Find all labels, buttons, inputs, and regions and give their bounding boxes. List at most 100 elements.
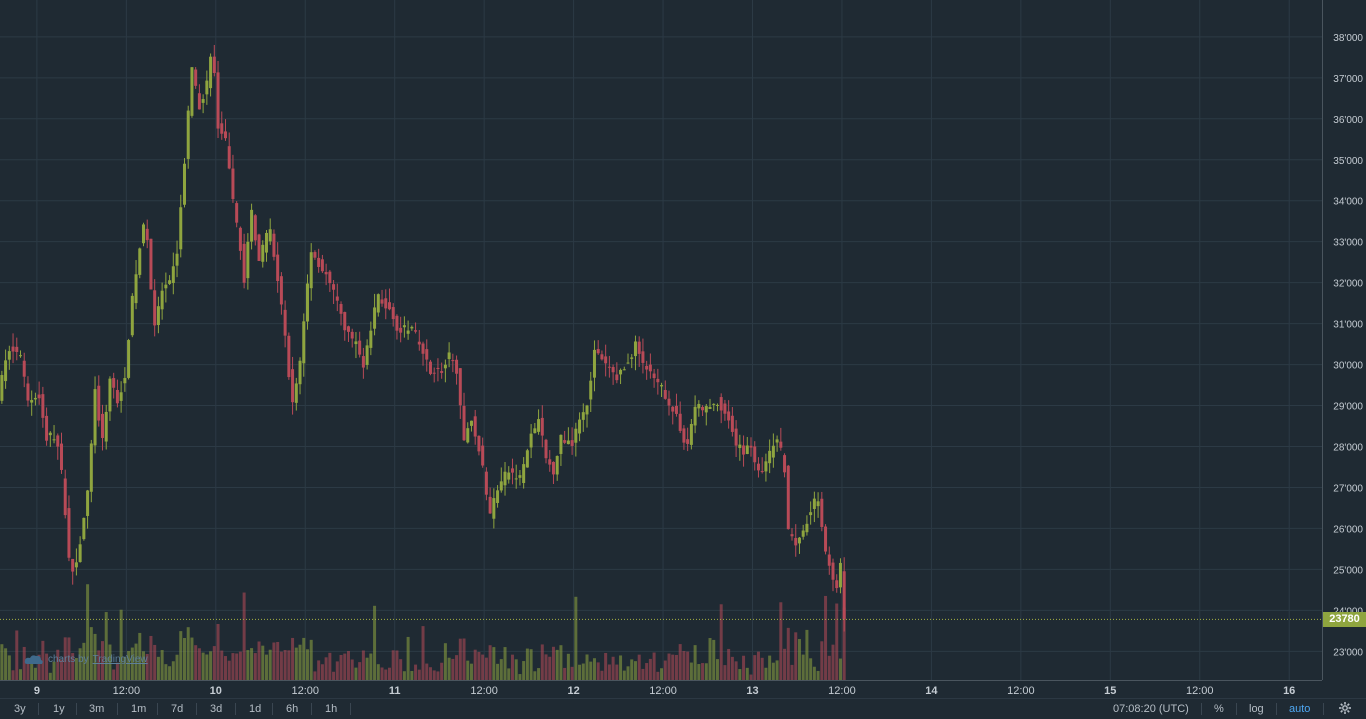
candle-body	[194, 69, 198, 86]
chart-pane[interactable]	[0, 0, 1322, 680]
candle-body	[492, 498, 496, 519]
candle-body	[689, 423, 693, 445]
volume-bar	[41, 640, 45, 680]
candle-body	[648, 364, 652, 372]
range-3y-button[interactable]: 3y	[14, 703, 26, 715]
volume-bar	[809, 658, 813, 680]
candle-body	[305, 283, 309, 322]
volume-bar	[619, 655, 623, 680]
volume-bar	[320, 664, 324, 680]
candle-body	[563, 440, 567, 443]
utc-clock[interactable]: 07:08:20 (UTC)	[1113, 703, 1189, 715]
volume-bar	[190, 637, 194, 680]
candle-body	[182, 163, 186, 205]
candlestick-chart[interactable]	[0, 0, 1322, 680]
candle-body	[786, 465, 790, 530]
price-scale[interactable]: 23'000 24'000 25'000 26'000 27'000 28'000 29'0…	[1322, 0, 1366, 680]
candle-body	[384, 298, 388, 309]
range-1d-button[interactable]: 1d	[249, 703, 262, 715]
gear-icon[interactable]	[1338, 701, 1352, 718]
log-scale-button[interactable]: log	[1249, 703, 1264, 715]
volume-bar	[216, 624, 220, 680]
candle-body	[566, 440, 570, 445]
candle-body	[641, 351, 645, 363]
candle-body	[298, 360, 302, 385]
volume-bar	[261, 645, 265, 680]
volume-bar	[674, 654, 678, 680]
range-3m-button[interactable]: 3m	[89, 703, 105, 715]
volume-bar	[194, 645, 198, 680]
volume-bar	[745, 667, 749, 680]
candle-body	[469, 420, 473, 426]
candle-body	[272, 233, 276, 257]
volume-bar	[346, 651, 350, 680]
range-1y-button[interactable]: 1y	[53, 703, 65, 715]
volume-bar	[130, 647, 134, 680]
volume-bar	[149, 635, 153, 680]
candle-body	[738, 444, 742, 448]
volume-bar	[18, 669, 22, 680]
candle-body	[551, 461, 555, 475]
auto-scale-button[interactable]: auto	[1289, 703, 1311, 715]
candle-body	[458, 368, 462, 406]
candle-body	[71, 558, 75, 572]
range-1m-button[interactable]: 1m	[131, 703, 147, 715]
candle-body	[559, 434, 563, 454]
volume-bar	[514, 659, 518, 680]
volume-bar	[48, 672, 52, 680]
volume-bar	[56, 649, 60, 680]
candle-body	[764, 461, 768, 472]
candle-body	[432, 372, 436, 374]
range-1h-button[interactable]: 1h	[325, 703, 338, 715]
volume-bar	[462, 638, 466, 680]
volume-bar	[414, 664, 418, 680]
range-3d-button[interactable]: 3d	[210, 703, 223, 715]
candle-body	[328, 271, 332, 284]
candle-body	[477, 435, 481, 452]
candle-body	[291, 369, 295, 403]
candle-body	[346, 326, 350, 332]
candle-body	[570, 440, 574, 446]
candle-body	[589, 380, 593, 400]
candle-body	[745, 445, 749, 455]
candle-body	[544, 439, 548, 459]
candle-body	[537, 419, 541, 432]
price-tick-label: 36'000	[1333, 115, 1363, 126]
tradingview-link[interactable]: TradingView	[92, 653, 148, 665]
candle-body	[108, 378, 112, 412]
volume-bar	[510, 654, 514, 680]
separator	[1323, 703, 1324, 715]
range-6h-button[interactable]: 6h	[286, 703, 299, 715]
volume-bar	[693, 645, 697, 680]
volume-bar	[701, 663, 705, 680]
candle-body	[660, 385, 664, 387]
range-7d-button[interactable]: 7d	[171, 703, 184, 715]
volume-bar	[630, 659, 634, 680]
volume-bar	[678, 644, 682, 680]
candle-body	[141, 224, 145, 244]
candle-body	[238, 227, 242, 251]
percent-scale-button[interactable]: %	[1214, 703, 1224, 715]
candle-body	[443, 364, 447, 369]
candle-body	[712, 403, 716, 405]
volume-bar	[4, 648, 8, 680]
time-scale[interactable]: 9 12:00 10 12:00 11 12:00 12 12:00 13 12:00 14 12:0…	[0, 680, 1322, 698]
volume-bar	[279, 651, 283, 680]
volume-bar	[291, 637, 295, 680]
candle-body	[149, 238, 153, 290]
candle-body	[790, 534, 794, 537]
candle-body	[827, 554, 831, 566]
volume-bar	[771, 662, 775, 680]
chart-attribution[interactable]: charts by TradingView	[24, 653, 148, 665]
candle-body	[59, 443, 63, 470]
volume-bar	[358, 662, 362, 680]
volume-bar	[22, 646, 26, 680]
volume-bar	[387, 667, 391, 680]
candle-body	[842, 571, 846, 620]
separator	[1236, 703, 1237, 715]
candle-body	[171, 266, 175, 283]
candle-body	[838, 562, 842, 588]
candle-body	[697, 403, 701, 409]
time-tick-label: 12:00	[1186, 685, 1214, 697]
candle-body	[626, 362, 630, 364]
